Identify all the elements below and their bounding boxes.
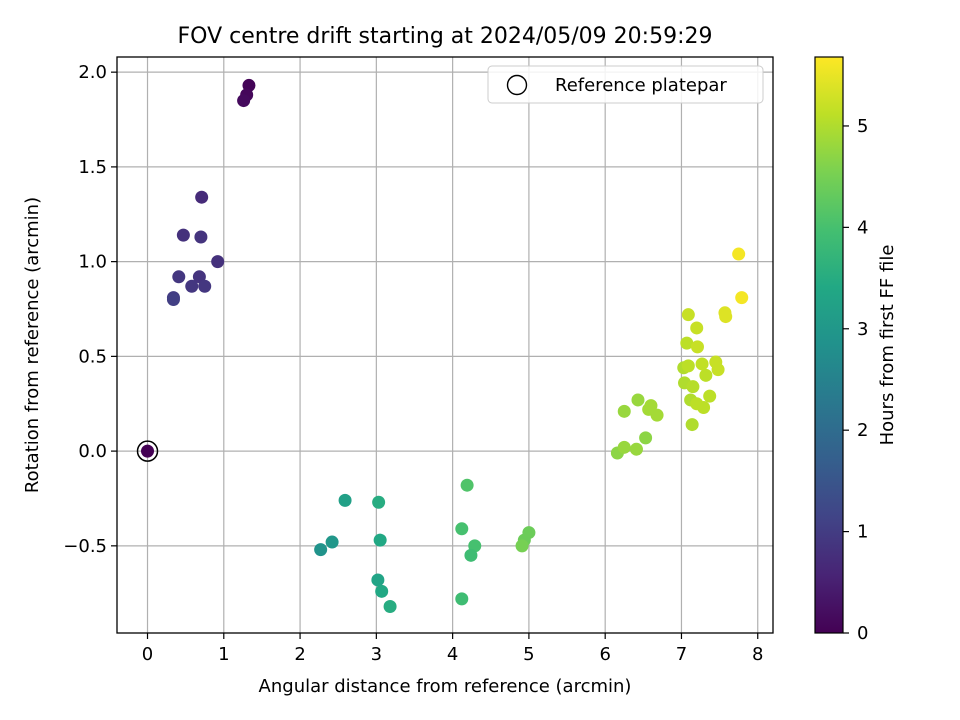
x-tick-label: 0 [142,644,153,665]
x-tick-label: 4 [447,644,458,665]
x-tick-label: 6 [599,644,610,665]
data-point [629,442,643,456]
data-point [690,340,704,354]
colorbar-tick-label: 0 [857,623,868,644]
scatter-points [141,78,749,613]
data-point [192,270,206,284]
reference-marker [136,440,159,462]
y-tick-label: 1.5 [78,157,107,178]
data-point [735,291,749,305]
data-point [697,401,711,415]
x-axis: 0 1 2 3 4 5 6 7 8 [142,633,763,665]
data-point [372,495,386,509]
data-point [195,190,209,204]
x-tick-label: 7 [676,644,687,665]
data-point [617,404,631,418]
data-point [172,270,186,284]
data-point [685,418,699,432]
data-point [198,279,212,293]
legend-entry-label: Reference platepar [555,75,727,96]
data-point [176,228,190,242]
y-tick-label: 0.0 [78,441,107,462]
data-point [383,599,397,613]
colorbar-ticks: 0 1 2 3 4 5 [843,116,868,644]
y-axis-label: Rotation from reference (arcmin) [22,197,43,493]
data-point [185,279,199,293]
colorbar-tick-label: 1 [857,522,868,543]
reference-platepar-marker [136,440,159,462]
colorbar: 0 1 2 3 4 5 Hours from first FF file [814,56,898,644]
data-point [639,431,653,445]
y-tick-label: −0.5 [63,536,107,557]
data-point [681,359,695,373]
data-point [455,592,469,606]
x-axis-label: Angular distance from reference (arcmin) [259,676,632,697]
chart-title: FOV centre drift starting at 2024/05/09 … [178,24,713,49]
y-tick-label: 2.0 [78,62,107,83]
plot-frame [116,56,774,634]
data-point [455,522,469,536]
data-point [699,368,713,382]
colorbar-label: Hours from first FF file [877,245,898,446]
colorbar-gradient [814,56,844,634]
data-point [695,357,709,371]
data-point [703,389,717,403]
legend: Reference platepar [487,65,764,104]
x-tick-label: 8 [752,644,763,665]
data-point [166,293,180,307]
data-point [515,539,529,553]
colorbar-tick-label: 3 [857,319,868,340]
data-point [338,493,352,507]
data-point [719,310,733,324]
data-point [681,308,695,322]
y-tick-label: 0.5 [78,346,107,367]
grid-lines [117,57,773,633]
colorbar-tick-label: 4 [857,217,868,238]
colorbar-tick-label: 2 [857,420,868,441]
colorbar-tick-label: 5 [857,116,868,137]
x-tick-label: 5 [523,644,534,665]
x-tick-label: 1 [218,644,229,665]
data-point [690,321,704,335]
x-tick-label: 3 [371,644,382,665]
data-point [375,584,389,598]
data-point [141,444,155,458]
data-point [194,230,208,244]
data-point [371,573,385,587]
data-point [211,255,225,269]
data-point [644,399,658,413]
data-point [680,336,694,350]
data-point [686,380,700,394]
data-point [373,533,387,547]
legend-box [487,65,764,104]
data-point [631,393,645,407]
data-point [732,247,746,261]
data-point [237,94,251,108]
legend-reference-marker [506,74,528,96]
data-point [711,363,725,377]
y-tick-label: 1.0 [78,252,107,273]
data-point [460,478,474,492]
y-axis: −0.5 0.0 0.5 1.0 1.5 2.0 [63,62,117,557]
data-point [325,535,339,549]
data-point [314,543,328,557]
data-point [617,440,631,454]
data-point [464,548,478,562]
data-point [650,408,664,422]
x-tick-label: 2 [294,644,305,665]
